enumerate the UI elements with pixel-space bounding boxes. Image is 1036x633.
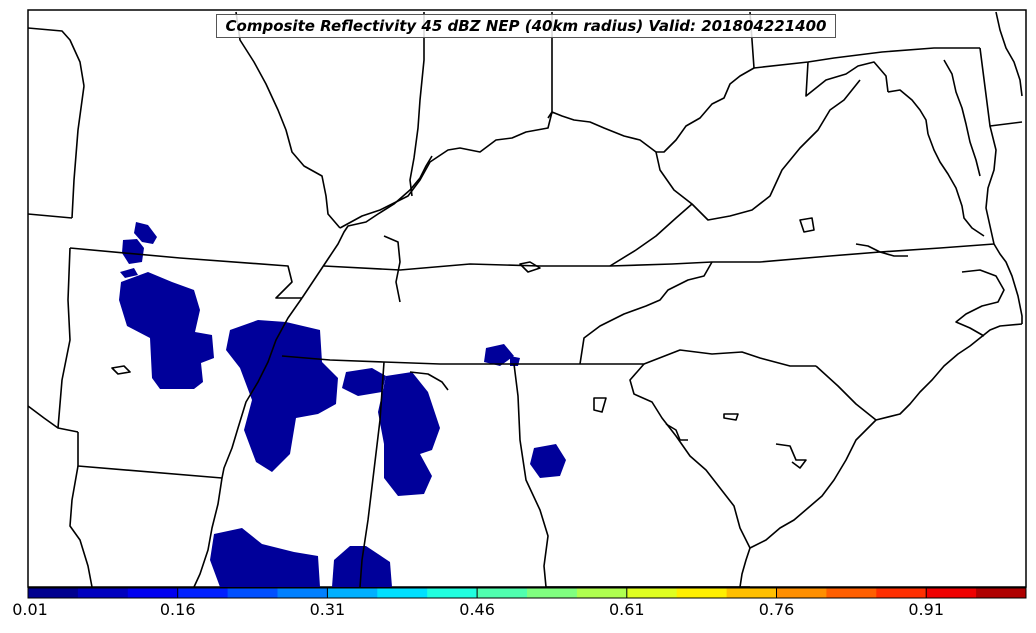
lake-8 (665, 423, 688, 441)
colorbar-segment (626, 588, 678, 598)
colorbar-tick-label: 0.31 (309, 600, 346, 619)
colorbar-segment (976, 588, 1027, 598)
colorbar-segment (277, 588, 328, 598)
river-island-1 (383, 235, 401, 303)
prob-blob-ga-west (530, 444, 566, 478)
coastline-georgia (739, 547, 751, 588)
colorbar-segment (826, 588, 877, 598)
prob-blob-ar-tiny (120, 268, 138, 278)
colorbar-segment (477, 588, 528, 598)
prob-blob-al-west (378, 372, 440, 496)
boundary-il-mo (235, 11, 341, 229)
coastline-delmarva (985, 125, 997, 245)
colorbar-tick-label: 0.16 (159, 600, 196, 619)
coastline-atlantic (749, 323, 1023, 549)
colorbar-segment (127, 588, 179, 598)
boundary-ok-tx (27, 405, 79, 433)
boundary-oh-pa (749, 11, 980, 69)
coastline-chesapeake-west (943, 59, 981, 177)
coast-pamlico (955, 269, 1005, 337)
boundary-il-in (409, 12, 425, 197)
colorbar-segment (876, 588, 927, 598)
colorbar-segment (327, 588, 378, 598)
boundary-mo-ar (69, 247, 302, 299)
prob-blob-ms-small (342, 368, 386, 396)
boundary-ohio-river (339, 111, 657, 229)
colorbar-tick-label: 0.46 (459, 600, 495, 619)
lake-2 (855, 243, 908, 257)
boundary-md-va (887, 89, 929, 135)
lake-4 (409, 371, 449, 391)
state-boundaries (27, 11, 1023, 588)
boundary-ms-al (359, 361, 385, 588)
colorbar-segment (28, 588, 79, 598)
boundary-ks-mo (27, 27, 85, 87)
prob-blob-ar-north-mid (122, 239, 144, 264)
colorbar-tick-label: 0.76 (758, 600, 795, 619)
boundary-oh-wv (656, 67, 755, 153)
colorbar-segment (177, 588, 229, 598)
boundary-ky-va (609, 203, 693, 267)
coastline-nj (995, 11, 1023, 97)
river-island-2 (519, 261, 541, 273)
boundary-wv-panhandle (805, 61, 889, 97)
colorbar-tick-label: 0.91 (908, 600, 944, 619)
coastline-chesapeake (927, 133, 985, 237)
colorbar-segment (776, 588, 827, 598)
colorbar-tick-label: 0.61 (608, 600, 645, 619)
boundary-wv-va-ky (655, 79, 861, 221)
boundary-mississippi-lower (193, 297, 303, 588)
prob-blob-ar-north-small (134, 222, 157, 244)
colorbar-segment (427, 588, 478, 598)
map-title: Composite Reflectivity 45 dBZ NEP (40km … (216, 14, 836, 38)
boundary-ga-sc-river (629, 363, 751, 549)
boundary-al-ga (513, 363, 549, 588)
boundary-tx-la (69, 465, 93, 588)
boundary-ks-ok (27, 213, 73, 219)
boundary-mississippi-river (301, 155, 433, 299)
coastline-virginia (993, 243, 1023, 324)
colorbar (27, 587, 1027, 599)
colorbar-segment (676, 588, 728, 598)
lake-5 (593, 397, 607, 413)
boundary-ky-tn (323, 243, 995, 271)
colorbar-segment (926, 588, 977, 598)
colorbar-segment (227, 588, 278, 598)
prob-blob-al-north-small (484, 344, 514, 366)
boundary-mo-west (71, 85, 85, 219)
boundary-ga-sc-nc (580, 349, 816, 367)
boundary-sc-nc (815, 365, 877, 421)
lake-1 (799, 217, 815, 233)
colorbar-segment (527, 588, 578, 598)
colorbar-tick-label: 0.01 (12, 600, 48, 619)
lake-7 (775, 443, 807, 469)
colorbar-segment (377, 588, 428, 598)
lake-6 (723, 413, 739, 421)
boundary-tn-nc (579, 261, 713, 365)
colorbar-segment (726, 588, 777, 598)
probability-fill (119, 222, 566, 587)
prob-blob-ar-central (119, 272, 214, 389)
boundary-ok-ar (57, 247, 71, 429)
colorbar-ticks (27, 588, 927, 598)
colorbar-segment (576, 588, 628, 598)
prob-blob-la-south (210, 528, 320, 587)
lake-3 (111, 365, 131, 375)
colorbar-segment (77, 588, 129, 598)
